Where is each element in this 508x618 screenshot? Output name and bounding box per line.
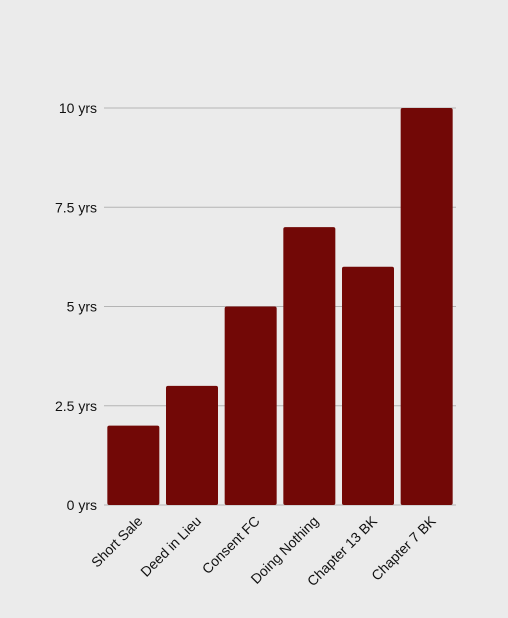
bar-short-sale xyxy=(107,425,160,505)
bar-chapter-7-bk xyxy=(400,108,453,505)
bar-deed-in-lieu xyxy=(166,385,218,505)
x-tick-label: Deed in Lieu xyxy=(137,513,204,580)
y-tick-label: 2.5 yrs xyxy=(55,398,97,414)
y-tick-label: 10 yrs xyxy=(59,100,97,116)
x-tick-label: Consent FC xyxy=(199,513,263,577)
x-tick-label: Short Sale xyxy=(88,513,146,571)
bars xyxy=(107,108,453,505)
bar-chapter-13-bk xyxy=(342,266,394,505)
bar-doing-nothing xyxy=(283,227,336,505)
y-tick-label: 7.5 yrs xyxy=(55,199,97,215)
gridlines xyxy=(104,107,456,506)
y-tick-label: 0 yrs xyxy=(67,497,97,513)
y-axis-ticks: 0 yrs 2.5 yrs 5 yrs 7.5 yrs 10 yrs xyxy=(55,100,97,513)
y-tick-label: 5 yrs xyxy=(67,299,97,315)
bar-consent-fc xyxy=(224,306,277,505)
